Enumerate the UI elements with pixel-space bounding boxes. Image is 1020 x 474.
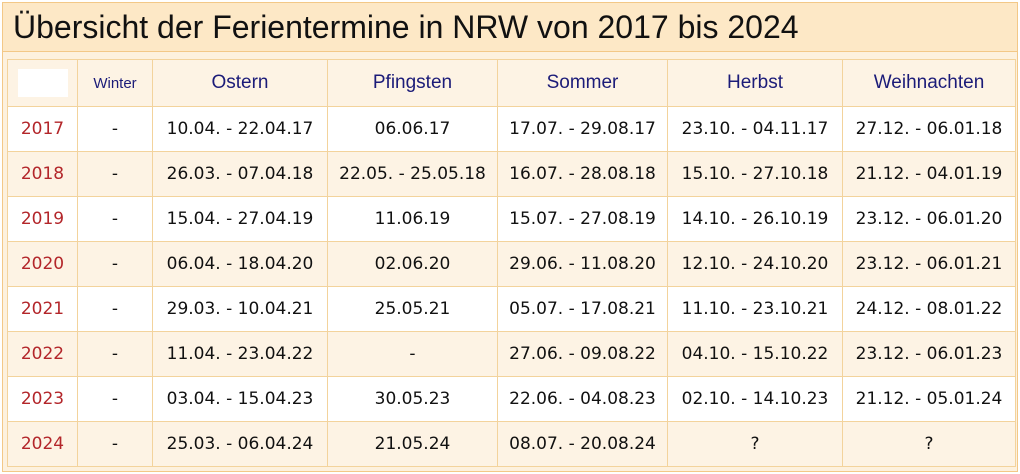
- date-cell: 25.05.21: [327, 286, 498, 332]
- date-cell: -: [77, 331, 153, 377]
- date-cell: 15.10. - 27.10.18: [667, 151, 843, 197]
- column-header: Sommer: [497, 59, 668, 107]
- date-cell: -: [77, 151, 153, 197]
- date-cell: -: [77, 421, 153, 467]
- table-row: 2019-15.04. - 27.04.19 11.06.19 15.07. - 2…: [7, 196, 1016, 242]
- date-cell: 29.06. - 11.08.20: [497, 241, 668, 287]
- table-row: 2021-29.03. - 10.04.21 25.05.21 05.07. - 1…: [7, 286, 1016, 332]
- date-cell: 15.04. - 27.04.19: [152, 196, 328, 242]
- column-header: Herbst: [667, 59, 843, 107]
- table-row: 2024-25.03. - 06.04.24 21.05.24 08.07. - 2…: [7, 421, 1016, 467]
- date-cell: ?: [842, 421, 1016, 467]
- year-cell: 2022: [7, 331, 78, 377]
- table-row: 2023-03.04. - 15.04.23 30.05.23 22.06. - 0…: [7, 376, 1016, 422]
- date-cell: 17.07. - 29.08.17: [497, 106, 668, 152]
- date-cell: -: [77, 376, 153, 422]
- date-cell: 02.06.20: [327, 241, 498, 287]
- date-cell: 21.12. - 04.01.19: [842, 151, 1016, 197]
- table-row: 2020-06.04. - 18.04.20 02.06.20 29.06. - 1…: [7, 241, 1016, 287]
- date-cell: 23.10. - 04.11.17: [667, 106, 843, 152]
- date-cell: 22.06. - 04.08.23: [497, 376, 668, 422]
- date-cell: 08.07. - 20.08.24: [497, 421, 668, 467]
- title: Übersicht der Ferientermine in NRW von 2…: [3, 3, 1017, 52]
- date-cell: 21.12. - 05.01.24: [842, 376, 1016, 422]
- date-cell: 15.07. - 27.08.19: [497, 196, 668, 242]
- date-cell: -: [327, 331, 498, 377]
- date-cell: 03.04. - 15.04.23: [152, 376, 328, 422]
- date-cell: 14.10. - 26.10.19: [667, 196, 843, 242]
- date-cell: 06.06.17: [327, 106, 498, 152]
- date-cell: 02.10. - 14.10.23: [667, 376, 843, 422]
- year-cell: 2018: [7, 151, 78, 197]
- date-cell: 27.12. - 06.01.18: [842, 106, 1016, 152]
- date-cell: -: [77, 106, 153, 152]
- table-row: 2022-11.04. - 23.04.22-27.06. - 09.08.22…: [7, 331, 1016, 377]
- year-cell: 2019: [7, 196, 78, 242]
- date-cell: 27.06. - 09.08.22: [497, 331, 668, 377]
- date-cell: 06.04. - 18.04.20: [152, 241, 328, 287]
- table-row: 2017-10.04. - 22.04.17 06.06.17 17.07. - 2…: [7, 106, 1016, 152]
- date-cell: 25.03. - 06.04.24: [152, 421, 328, 467]
- date-cell: 11.06.19: [327, 196, 498, 242]
- date-cell: 24.12. - 08.01.22: [842, 286, 1016, 332]
- header-row: Winter Ostern Pfingsten Sommer Herbst Weihnac…: [7, 59, 1016, 107]
- date-cell: 10.04. - 22.04.17: [152, 106, 328, 152]
- column-header: Weihnachten: [842, 59, 1016, 107]
- date-cell: -: [77, 241, 153, 287]
- date-cell: 23.12. - 06.01.20: [842, 196, 1016, 242]
- date-cell: 29.03. - 10.04.21: [152, 286, 328, 332]
- column-header: Winter: [77, 59, 153, 107]
- column-header: Ostern: [152, 59, 328, 107]
- date-cell: 23.12. - 06.01.23: [842, 331, 1016, 377]
- date-cell: 26.03. - 07.04.18: [152, 151, 328, 197]
- date-cell: -: [77, 286, 153, 332]
- corner-cell: [7, 59, 78, 107]
- date-cell: 21.05.24: [327, 421, 498, 467]
- date-cell: 11.04. - 23.04.22: [152, 331, 328, 377]
- date-cell: ?: [667, 421, 843, 467]
- date-cell: -: [77, 196, 153, 242]
- year-cell: 2020: [7, 241, 78, 287]
- table-row: 2018-26.03. - 07.04.18 22.05. - 25.05.18 1…: [7, 151, 1016, 197]
- holiday-table: Winter Ostern Pfingsten Sommer Herbst Weihnac…: [7, 59, 1016, 467]
- column-header: Pfingsten: [327, 59, 498, 107]
- year-cell: 2024: [7, 421, 78, 467]
- date-cell: 16.07. - 28.08.18: [497, 151, 668, 197]
- date-cell: 11.10. - 23.10.21: [667, 286, 843, 332]
- date-cell: 22.05. - 25.05.18: [327, 151, 498, 197]
- date-cell: 23.12. - 06.01.21: [842, 241, 1016, 287]
- date-cell: 12.10. - 24.10.20: [667, 241, 843, 287]
- year-cell: 2017: [7, 106, 78, 152]
- year-cell: 2021: [7, 286, 78, 332]
- date-cell: 04.10. - 15.10.22: [667, 331, 843, 377]
- date-cell: 05.07. - 17.08.21: [497, 286, 668, 332]
- date-cell: 30.05.23: [327, 376, 498, 422]
- year-cell: 2023: [7, 376, 78, 422]
